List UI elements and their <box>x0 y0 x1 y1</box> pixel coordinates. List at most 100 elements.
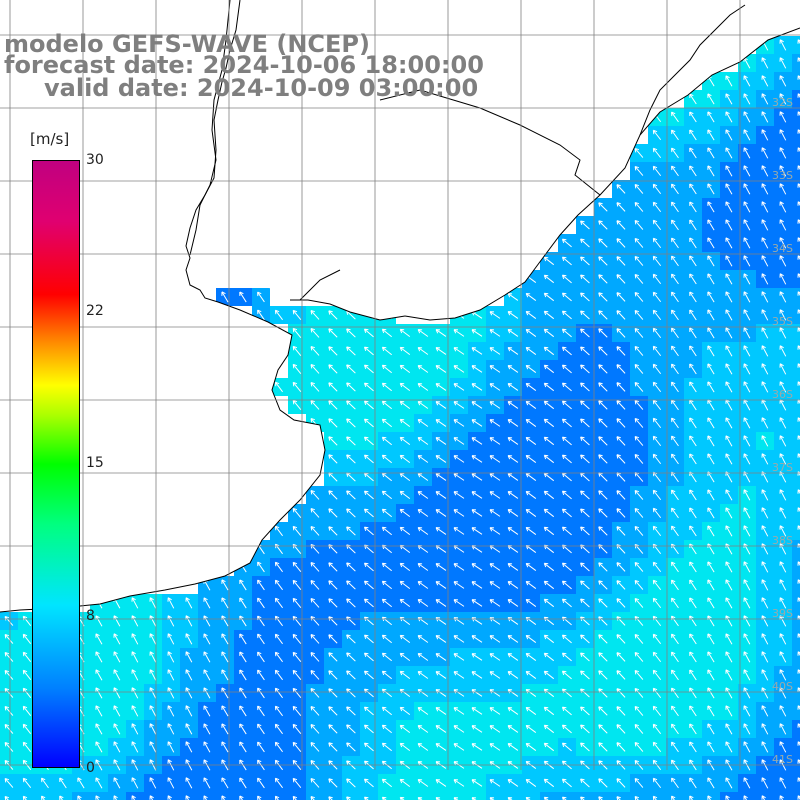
wind-arrow <box>525 436 537 445</box>
wind-arrow <box>185 669 193 681</box>
wind-arrow <box>22 615 32 627</box>
wind-arrow <box>435 491 447 499</box>
wind-arrow <box>363 526 374 536</box>
wind-arrow <box>489 329 501 337</box>
wind-arrow <box>525 634 537 643</box>
wind-arrow <box>167 669 175 681</box>
wind-arrow <box>725 327 733 339</box>
wind-arrow <box>689 273 697 285</box>
wind-arrow <box>652 507 662 519</box>
wind-arrow <box>580 346 590 356</box>
wind-arrow <box>743 723 751 735</box>
wind-arrow <box>689 129 697 141</box>
wind-arrow <box>221 777 229 789</box>
wind-arrow <box>634 633 644 644</box>
wind-arrow <box>743 453 751 465</box>
latitude-label: 36S <box>772 388 793 401</box>
wind-arrow <box>274 381 283 393</box>
wind-speed-cell <box>792 324 800 342</box>
wind-arrow <box>725 795 730 800</box>
wind-arrow <box>561 562 572 572</box>
wind-arrow <box>779 723 787 735</box>
wind-arrow <box>346 652 356 662</box>
wind-arrow <box>743 435 751 447</box>
wind-arrow <box>525 688 537 697</box>
wind-arrow <box>671 777 679 789</box>
wind-arrow <box>616 346 626 356</box>
wind-arrow <box>779 327 787 339</box>
wind-arrow <box>471 527 483 535</box>
wind-arrow <box>435 347 447 355</box>
wind-arrow <box>561 346 572 356</box>
wind-arrow <box>561 598 572 608</box>
wind-speed-cell <box>414 792 432 800</box>
wind-arrow <box>616 202 626 212</box>
wind-arrow <box>292 723 302 734</box>
wind-arrow <box>113 633 121 645</box>
wind-arrow <box>417 725 429 733</box>
wind-arrow <box>507 383 519 391</box>
wind-arrow <box>725 165 733 177</box>
wind-arrow <box>561 418 572 428</box>
wind-arrow <box>399 526 411 536</box>
wind-arrow <box>543 598 555 608</box>
wind-arrow <box>616 778 626 788</box>
wind-arrow <box>634 435 644 446</box>
wind-arrow <box>761 777 769 789</box>
wind-arrow <box>149 705 157 717</box>
wind-arrow <box>328 328 338 338</box>
wind-arrow <box>453 581 465 589</box>
wind-arrow <box>239 705 247 717</box>
wind-arrow <box>689 651 697 663</box>
wind-arrow <box>725 435 733 447</box>
wind-arrow <box>257 687 265 699</box>
wind-arrow <box>239 777 247 789</box>
wind-arrow <box>580 490 590 500</box>
wind-arrow <box>346 508 356 518</box>
wind-speed-cell <box>792 126 800 144</box>
wind-arrow <box>671 579 679 591</box>
wind-arrow <box>95 795 100 800</box>
wind-arrow <box>561 490 572 500</box>
wind-arrow <box>671 669 679 681</box>
wind-arrow <box>725 291 733 303</box>
wind-arrow <box>616 742 626 752</box>
wind-arrow <box>761 579 769 591</box>
wind-arrow <box>652 327 662 339</box>
wind-arrow <box>471 689 483 697</box>
wind-arrow <box>634 723 644 734</box>
wind-arrow <box>561 454 572 464</box>
wind-arrow <box>257 669 265 681</box>
wind-arrow <box>580 328 590 338</box>
wind-speed-cell <box>792 666 800 684</box>
wind-arrow <box>381 598 392 608</box>
wind-speed-cell <box>36 792 54 800</box>
wind-speed-cell <box>792 630 800 648</box>
wind-arrow <box>598 580 608 590</box>
wind-arrow <box>203 651 211 663</box>
wind-arrow <box>203 705 211 717</box>
wind-vector-arrows <box>4 39 800 800</box>
wind-arrow <box>761 453 769 465</box>
wind-arrow <box>221 579 229 591</box>
wind-arrow <box>707 633 715 645</box>
wind-arrow <box>725 273 733 285</box>
wind-arrow <box>363 580 374 590</box>
wind-arrow <box>95 669 103 681</box>
wind-arrow <box>707 651 715 663</box>
wind-arrow <box>725 219 733 231</box>
wind-arrow <box>743 381 751 393</box>
wind-speed-cell <box>198 792 216 800</box>
wind-arrow <box>779 705 787 717</box>
title-forecast-date: forecast date: 2024-10-06 18:00:00 <box>4 51 484 79</box>
wind-arrow <box>707 345 715 357</box>
wind-arrow <box>707 525 715 537</box>
wind-arrow <box>525 382 537 391</box>
wind-arrow <box>671 435 679 447</box>
wind-arrow <box>381 670 392 680</box>
wind-arrow <box>489 509 501 517</box>
wind-speed-cell <box>504 792 522 800</box>
wind-speed-cell <box>216 792 234 800</box>
wind-speed-cell <box>378 792 396 800</box>
wind-arrow <box>761 57 769 69</box>
